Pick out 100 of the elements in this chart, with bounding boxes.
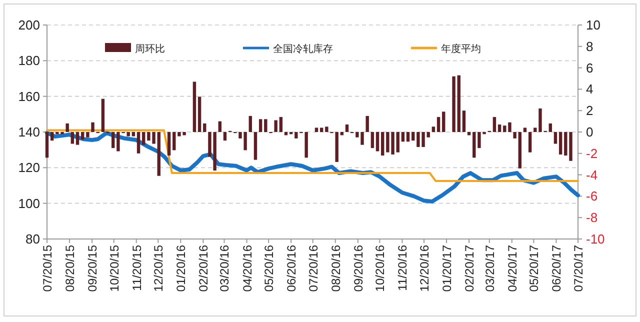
bar: [528, 132, 532, 152]
bar: [136, 132, 140, 154]
bar: [101, 98, 105, 132]
bar: [198, 96, 202, 132]
bar: [192, 82, 196, 132]
y2-tick-label: -4: [586, 167, 598, 182]
x-tick-label: 11/20/16: [396, 244, 410, 291]
y2-tick-label: 6: [586, 60, 594, 76]
x-tick-label: 08/20/16: [328, 244, 343, 292]
bar: [142, 132, 146, 145]
bar: [66, 123, 69, 132]
bar: [70, 132, 74, 144]
bar: [457, 75, 460, 132]
bar: [264, 119, 268, 132]
bar: [248, 116, 252, 132]
y-tick-label: 140: [18, 124, 40, 140]
bar: [508, 122, 512, 132]
bar: [274, 120, 278, 132]
bar: [132, 132, 136, 136]
bar: [548, 123, 552, 132]
x-tick-label: 03/20/16: [218, 244, 232, 292]
bar: [314, 128, 318, 132]
x-tick-label: 01/20/17: [440, 244, 454, 292]
bar: [279, 117, 282, 132]
y-tick-label: 180: [18, 53, 40, 68]
bar: [523, 128, 527, 132]
bar: [223, 132, 227, 141]
bar: [370, 132, 374, 148]
x-tick-label: 09/20/16: [351, 244, 366, 292]
bar: [412, 132, 415, 141]
x-tick-label: 03/20/17: [482, 244, 497, 292]
x-tick-label: 10/20/16: [373, 244, 388, 292]
x-tick-label: 04/20/17: [505, 244, 520, 292]
x-tick-label: 10/20/15: [107, 244, 122, 292]
bar: [432, 126, 436, 132]
bar: [472, 132, 476, 158]
bar: [406, 132, 410, 142]
x-tick-label: 02/20/16: [196, 244, 211, 292]
x-tick-label: 06/20/16: [284, 244, 299, 292]
bar: [558, 132, 562, 154]
bar: [86, 132, 90, 138]
bar: [76, 132, 80, 145]
bar: [513, 132, 516, 138]
x-tick-label: 01/20/16: [174, 244, 188, 292]
x-tick-label: 11/20/15: [130, 244, 144, 291]
x-tick-label: 07/20/16: [306, 244, 320, 292]
bar: [462, 110, 466, 132]
y2-tick-label: 4: [586, 82, 594, 97]
y2-tick-label: 0: [586, 124, 594, 140]
bar: [258, 119, 262, 132]
y2-tick-label: 2: [586, 103, 594, 118]
x-tick-label: 09/20/15: [86, 244, 100, 292]
bar: [436, 117, 440, 132]
bar: [381, 132, 384, 156]
bar: [534, 128, 537, 132]
bar: [366, 116, 369, 132]
y-tick-label: 80: [26, 232, 40, 246]
bar: [503, 126, 506, 132]
bar: [554, 132, 558, 144]
bar: [157, 132, 160, 176]
x-tick-label: 12/20/15: [152, 244, 166, 292]
x-tick-label: 07/20/15: [40, 244, 54, 292]
y2-tick-label: -6: [586, 188, 598, 204]
bar: [442, 112, 446, 132]
bar: [45, 132, 49, 158]
bar: [50, 132, 54, 141]
legend-label: 年度平均: [441, 43, 481, 55]
y-tick-label: 100: [18, 196, 40, 211]
bar: [254, 132, 258, 160]
bar: [320, 128, 324, 132]
x-tick-label: 02/20/17: [462, 244, 477, 292]
bar: [376, 132, 380, 152]
y2-tick-label: 10: [586, 18, 600, 32]
legend-label: 周环比: [135, 43, 165, 55]
bar: [126, 132, 130, 136]
bar: [218, 121, 222, 132]
y2-tick-label: -8: [586, 210, 598, 226]
y-tick-label: 200: [18, 18, 40, 32]
bar: [426, 132, 430, 138]
y-tick-label: 160: [18, 88, 40, 104]
x-tick-label: 05/20/16: [262, 244, 276, 292]
bar: [80, 132, 84, 140]
bar: [325, 126, 328, 132]
x-tick-label: 12/20/16: [418, 244, 432, 292]
legend-label: 全国冷轧库存: [273, 43, 333, 55]
x-tick-label: 08/20/15: [63, 244, 78, 292]
x-tick-label: 06/20/17: [550, 244, 564, 292]
y2-tick-label: -2: [586, 146, 598, 161]
bar: [492, 117, 496, 132]
bar: [112, 132, 115, 148]
bar: [345, 124, 349, 132]
y2-tick-label: -10: [586, 232, 605, 246]
bar: [396, 132, 400, 152]
bar: [452, 76, 456, 132]
x-tick-label: 04/20/16: [240, 244, 254, 292]
y-tick-label: 120: [18, 160, 40, 176]
bar: [401, 132, 405, 142]
bar: [167, 132, 171, 156]
y2-tick-label: 8: [586, 38, 594, 54]
bar: [172, 132, 176, 150]
